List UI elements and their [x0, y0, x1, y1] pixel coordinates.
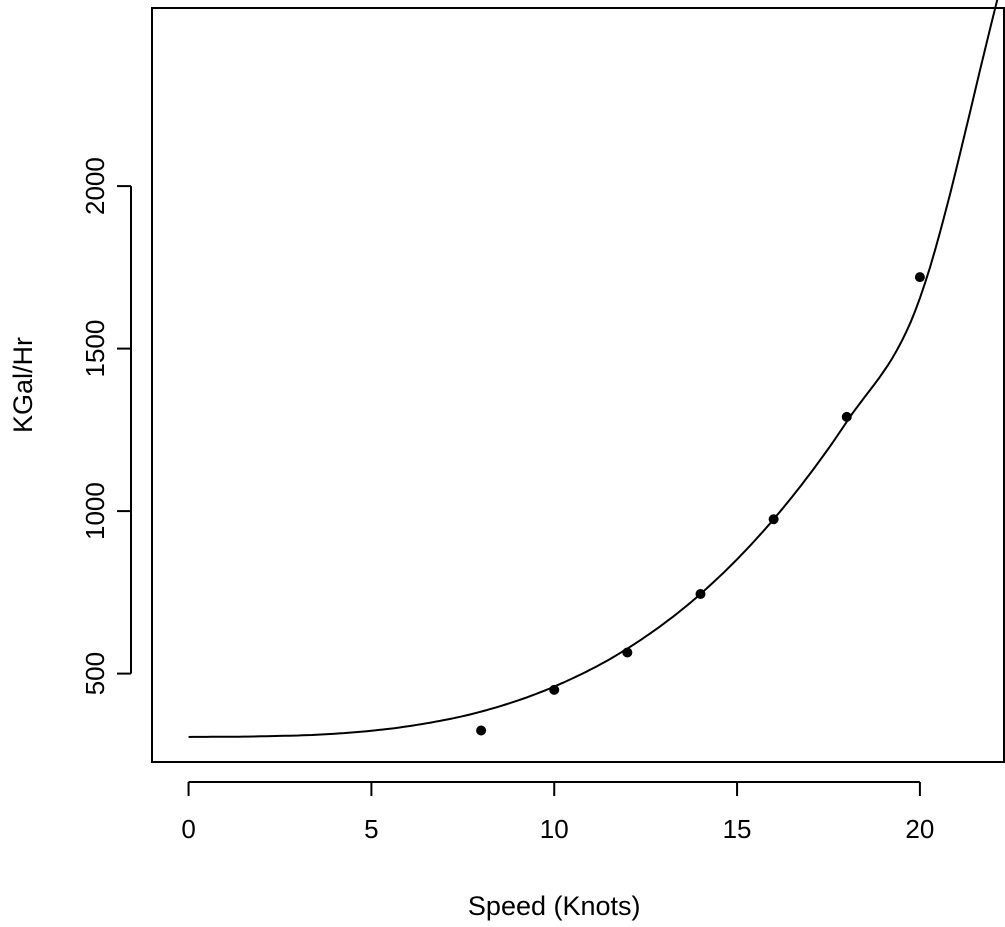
data-point: [622, 647, 633, 658]
y-axis: 500 1000 1500 2000: [80, 157, 132, 695]
x-tick-label: 20: [905, 814, 934, 844]
x-axis-title: Speed (Knots): [468, 891, 641, 921]
x-tick-label: 15: [723, 814, 752, 844]
data-point: [914, 272, 925, 283]
data-point: [476, 725, 487, 736]
x-tick-label: 5: [364, 814, 378, 844]
y-axis-title: KGal/Hr: [8, 337, 38, 433]
plot-frame: [151, 7, 1005, 763]
data-point: [549, 684, 560, 695]
data-point: [841, 411, 852, 422]
y-tick-label: 1000: [80, 482, 110, 540]
data-point: [768, 514, 779, 525]
y-tick-label: 1500: [80, 320, 110, 378]
x-tick-label: 0: [181, 814, 195, 844]
x-tick-label: 10: [540, 814, 569, 844]
x-axis: 0 5 10 15 20: [181, 781, 934, 844]
y-tick-label: 2000: [80, 157, 110, 215]
data-point: [695, 588, 706, 599]
y-tick-label: 500: [80, 652, 110, 695]
data-points: [476, 272, 925, 736]
fitted-curve: [188, 0, 999, 738]
